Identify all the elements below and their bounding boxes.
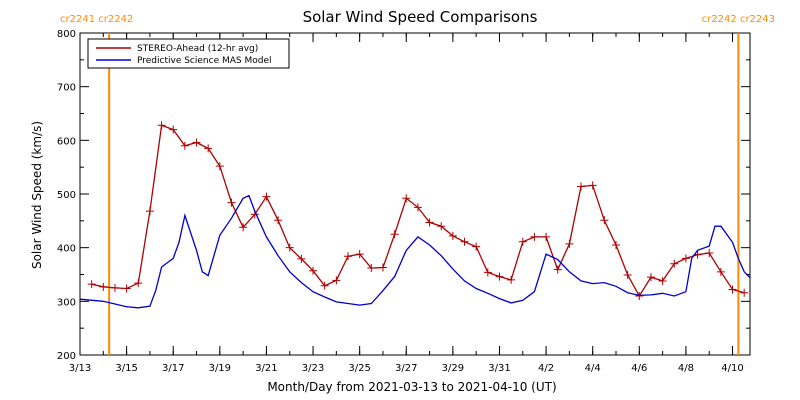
data-point-marker xyxy=(728,285,737,294)
carrington-rotation-label: cr2241 cr2242 xyxy=(60,14,133,25)
data-point-marker xyxy=(612,240,620,249)
data-point-marker xyxy=(658,276,667,285)
data-point-marker xyxy=(460,237,469,246)
x-tick-label: 3/17 xyxy=(162,363,184,374)
data-point-marker xyxy=(227,198,236,207)
data-point-marker xyxy=(87,280,96,289)
data-point-marker xyxy=(518,237,527,246)
data-point-marker xyxy=(646,273,655,282)
x-tick-label: 3/25 xyxy=(348,363,370,374)
y-tick-label: 400 xyxy=(57,244,76,255)
data-point-marker xyxy=(413,203,422,212)
data-point-marker xyxy=(448,231,457,240)
data-point-marker xyxy=(239,223,248,232)
data-point-marker xyxy=(740,288,749,297)
data-point-marker xyxy=(169,125,178,134)
x-tick-label: 3/21 xyxy=(255,363,277,374)
data-point-marker xyxy=(681,254,690,263)
data-point-marker xyxy=(600,216,609,225)
x-tick-label: 3/23 xyxy=(302,363,324,374)
data-point-marker xyxy=(145,207,154,216)
data-point-marker xyxy=(495,272,504,281)
data-point-marker xyxy=(378,263,387,272)
data-point-marker xyxy=(297,254,306,263)
x-tick-label: 3/29 xyxy=(442,363,464,374)
y-tick-label: 800 xyxy=(57,29,76,40)
data-point-marker xyxy=(215,162,224,171)
y-tick-label: 300 xyxy=(57,297,76,308)
x-tick-label: 3/27 xyxy=(395,363,417,374)
data-point-marker xyxy=(204,144,213,153)
data-point-marker xyxy=(344,252,352,261)
data-point-marker xyxy=(542,232,551,241)
carrington-rotation-label: cr2242 cr2243 xyxy=(702,14,775,25)
data-point-marker xyxy=(99,282,108,291)
x-axis-label: Month/Day from 2021-03-13 to 2021-04-10 … xyxy=(267,380,556,394)
data-point-marker xyxy=(553,265,562,274)
data-point-marker xyxy=(483,268,492,277)
plot-area: 200 300 400 500 600 700 800 3/13 3/15 3/17 3/19 3/2… xyxy=(57,14,775,374)
data-point-marker xyxy=(122,284,131,293)
x-tick-label: 4/2 xyxy=(538,363,554,374)
data-point-marker xyxy=(705,249,714,258)
plot-frame xyxy=(79,32,751,356)
data-point-marker xyxy=(332,276,341,285)
data-point-marker xyxy=(425,218,434,227)
data-point-marker xyxy=(180,141,189,150)
legend-label-mas: Predictive Science MAS Model xyxy=(137,56,272,66)
y-tick-label: 200 xyxy=(57,351,76,362)
data-point-marker xyxy=(262,192,271,201)
data-point-marker xyxy=(355,250,364,259)
legend: STEREO-Ahead (12-hr avg) Predictive Scie… xyxy=(87,38,290,69)
data-point-marker xyxy=(716,267,725,276)
data-point-marker xyxy=(285,243,294,252)
series-line-1 xyxy=(80,194,750,309)
data-point-marker xyxy=(507,275,516,284)
y-tick-label: 600 xyxy=(57,136,76,147)
data-point-marker xyxy=(134,279,143,288)
data-point-marker xyxy=(472,242,481,251)
data-point-marker xyxy=(623,271,632,280)
data-point-marker xyxy=(274,216,283,225)
x-tick-label: 3/13 xyxy=(69,363,91,374)
data-point-marker xyxy=(309,266,318,275)
data-point-marker xyxy=(157,121,166,130)
data-point-marker xyxy=(402,194,411,203)
x-tick-label: 4/10 xyxy=(721,363,743,374)
data-point-marker xyxy=(437,222,446,231)
x-tick-label: 3/15 xyxy=(115,363,137,374)
data-point-marker xyxy=(565,239,574,248)
y-axis-label: Solar Wind Speed (km/s) xyxy=(30,121,44,269)
data-point-marker xyxy=(588,181,597,190)
data-point-marker xyxy=(110,283,119,292)
y-tick-label: 500 xyxy=(57,190,76,201)
legend-label-stereo: STEREO-Ahead (12-hr avg) xyxy=(137,44,258,54)
x-tick-label: 4/4 xyxy=(585,363,601,374)
data-point-marker xyxy=(577,182,586,191)
y-tick-label: 700 xyxy=(57,83,76,94)
data-point-marker xyxy=(367,264,376,273)
legend-box xyxy=(87,38,290,69)
data-point-marker xyxy=(530,232,539,241)
data-point-marker xyxy=(320,281,329,290)
data-point-marker xyxy=(390,230,399,239)
x-tick-label: 3/19 xyxy=(209,363,231,374)
data-point-marker xyxy=(670,259,679,268)
chart-title: Solar Wind Speed Comparisons xyxy=(303,8,538,26)
x-tick-label: 4/8 xyxy=(678,363,694,374)
data-point-marker xyxy=(192,138,201,147)
x-tick-label: 4/6 xyxy=(631,363,647,374)
x-tick-label: 3/31 xyxy=(488,363,510,374)
